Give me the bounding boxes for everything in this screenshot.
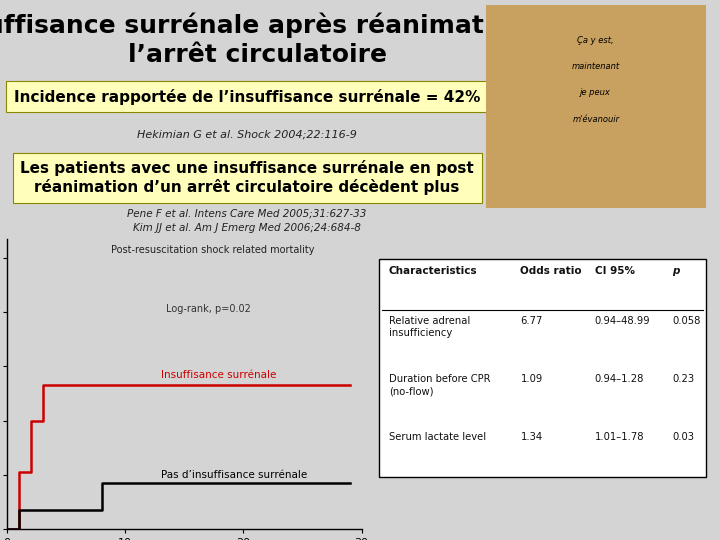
Text: Ça y est,: Ça y est, <box>577 36 614 45</box>
Text: maintenant: maintenant <box>572 62 620 71</box>
Text: 1.01–1.78: 1.01–1.78 <box>595 432 644 442</box>
Text: Log-rank, p=0.02: Log-rank, p=0.02 <box>166 304 251 314</box>
Text: Incidence rapportée de l’insuffisance surrénale = 42%: Incidence rapportée de l’insuffisance su… <box>14 89 480 105</box>
Text: Serum lactate level: Serum lactate level <box>389 432 486 442</box>
Text: Pene F et al. Intens Care Med 2005;31:627-33
Kim JJ et al. Am J Emerg Med 2006;2: Pene F et al. Intens Care Med 2005;31:62… <box>127 209 366 233</box>
Text: m'évanouir: m'évanouir <box>572 115 619 124</box>
Text: Relative adrenal
insufficiency: Relative adrenal insufficiency <box>389 316 470 338</box>
Text: Duration before CPR
(no-flow): Duration before CPR (no-flow) <box>389 374 490 396</box>
Text: CI 95%: CI 95% <box>595 266 635 276</box>
Text: Insuffisance surrénale après réanimation de
l’arrêt circulatoire: Insuffisance surrénale après réanimation… <box>0 12 571 68</box>
Text: Post-resuscitation shock related mortality: Post-resuscitation shock related mortali… <box>111 245 315 254</box>
Text: 0.03: 0.03 <box>672 432 694 442</box>
Text: Characteristics: Characteristics <box>389 266 477 276</box>
Text: Les patients avec une insuffisance surrénale en post
réanimation d’un arrêt circ: Les patients avec une insuffisance surré… <box>20 160 474 195</box>
Text: p: p <box>672 266 680 276</box>
Text: Pas d’insuffisance surrénale: Pas d’insuffisance surrénale <box>161 470 307 481</box>
Text: 1.09: 1.09 <box>521 374 543 384</box>
Text: Hekimian G et al. Shock 2004;22:116-9: Hekimian G et al. Shock 2004;22:116-9 <box>138 129 357 139</box>
Text: je peux: je peux <box>580 89 611 97</box>
Text: 0.94–48.99: 0.94–48.99 <box>595 316 650 326</box>
Text: 0.058: 0.058 <box>672 316 701 326</box>
Bar <box>379 259 706 477</box>
Text: 1.34: 1.34 <box>521 432 543 442</box>
Text: 0.23: 0.23 <box>672 374 694 384</box>
Text: 0.94–1.28: 0.94–1.28 <box>595 374 644 384</box>
Text: 6.77: 6.77 <box>521 316 543 326</box>
Text: Insuffisance surrénale: Insuffisance surrénale <box>161 370 276 380</box>
Text: Odds ratio: Odds ratio <box>521 266 582 276</box>
